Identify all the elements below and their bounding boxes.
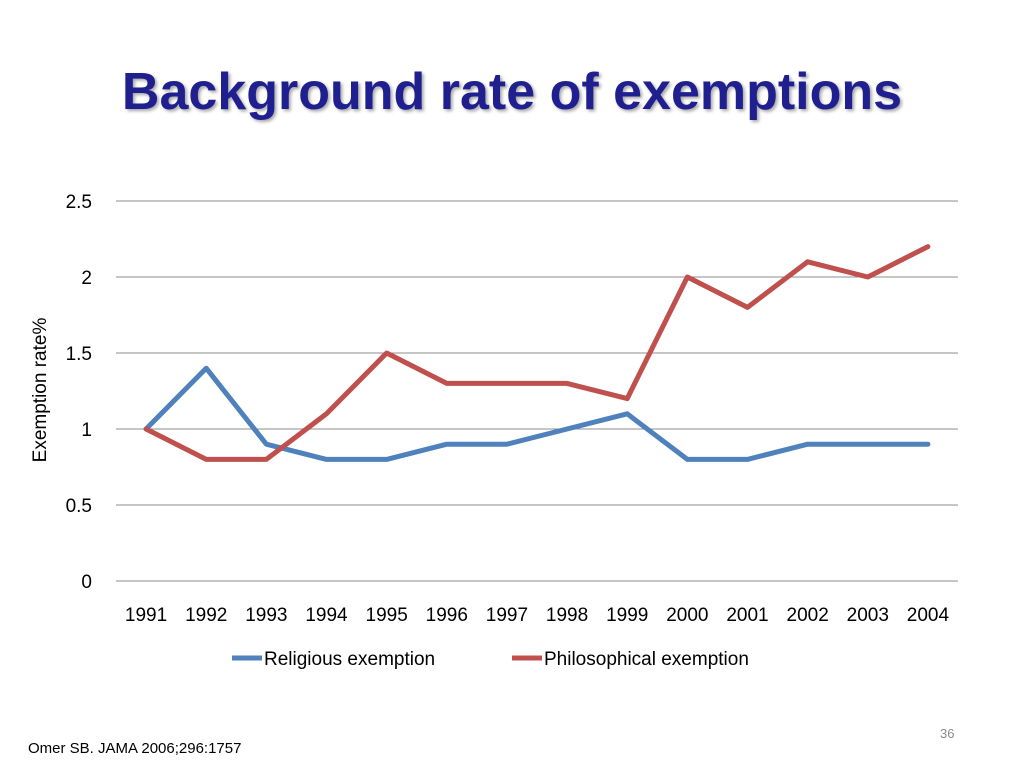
x-tick-label: 2001 [726,605,768,626]
chart-legend: Religious exemption Philosophical exempti… [232,649,749,670]
x-tick-label: 1994 [305,605,348,626]
slide-number: 36 [940,726,955,741]
x-tick-label: 1992 [185,605,227,626]
x-tick-label: 1996 [426,605,468,626]
x-tick-label: 2003 [847,605,889,626]
x-tick-label: 1997 [486,605,528,626]
y-axis-label: Exemption rate% [30,318,51,463]
y-tick-label: 0.5 [66,496,92,517]
y-tick-label: 0 [81,572,92,593]
x-tick-label: 1998 [546,605,588,626]
series-line-religious [143,365,931,462]
x-tick-label: 1991 [125,605,167,626]
y-tick-label: 1.5 [66,344,92,365]
y-tick-label: 1 [81,420,92,441]
legend-label: Religious exemption [264,649,435,670]
x-tick-label: 2002 [787,605,829,626]
series-line-philosophical [143,244,931,462]
x-tick-label: 1999 [606,605,648,626]
x-axis-ticks: 1991 1992 1993 1994 1995 1996 1997 1998 1999 2000… [125,605,950,626]
x-tick-label: 1993 [245,605,287,626]
legend-label: Philosophical exemption [544,649,749,670]
x-tick-label: 2004 [907,605,950,626]
slide-title: Background rate of exemptions [121,63,903,121]
x-tick-label: 2000 [666,605,708,626]
citation: Omer SB. JAMA 2006;296:1757 [28,740,242,757]
chart-series [143,244,931,462]
y-tick-label: 2.5 [66,192,92,213]
x-tick-label: 1995 [366,605,408,626]
chart-gridlines [116,200,958,582]
y-axis-ticks: 0 0.5 1 1.5 2 2.5 [66,192,92,593]
y-tick-label: 2 [81,268,92,289]
